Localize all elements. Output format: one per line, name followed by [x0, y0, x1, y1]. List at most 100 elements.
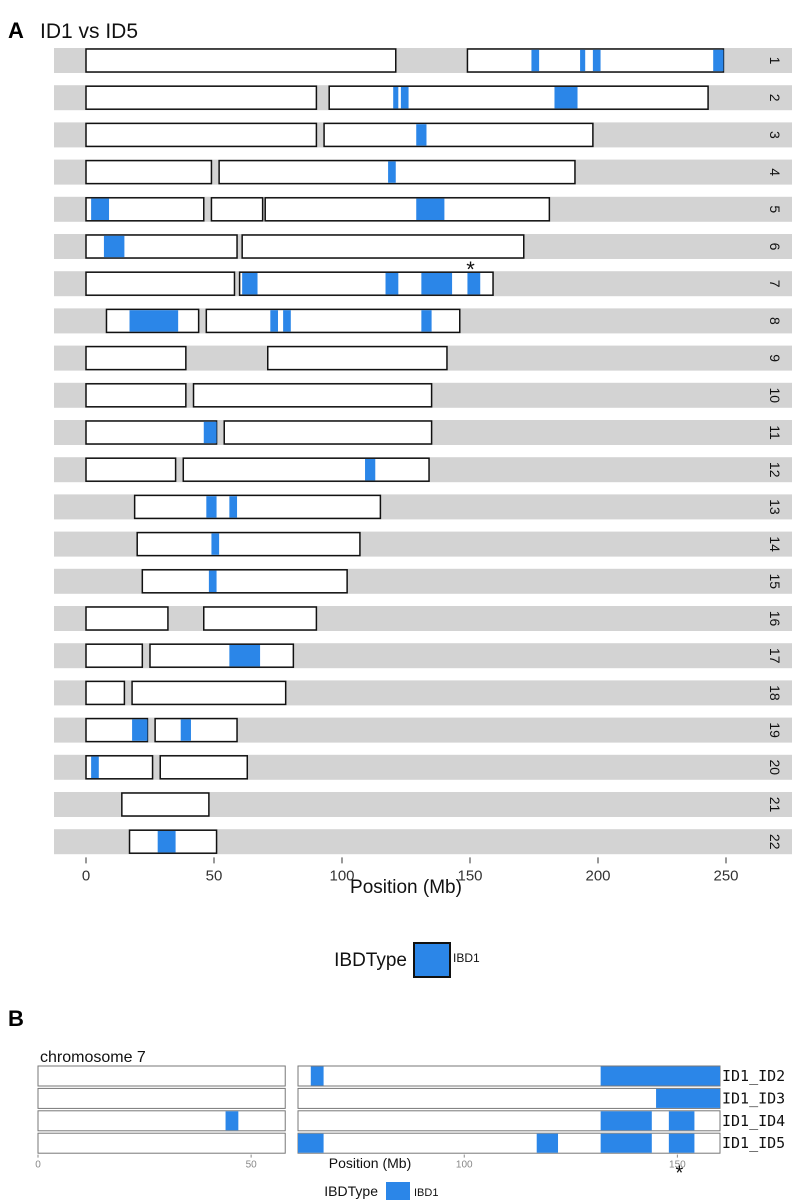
chrom-arm — [131, 680, 287, 706]
ibd1-segment — [91, 198, 110, 220]
chrom-arm — [323, 122, 594, 148]
chrom-arm — [85, 197, 205, 222]
pair-label: ID1_ID4 — [722, 1112, 785, 1130]
panel-b-title: chromosome 7 — [40, 1049, 146, 1066]
ibd1-segment — [421, 273, 453, 295]
chrom-arm — [223, 420, 433, 445]
ibd1-segment — [400, 87, 409, 109]
pair-label: ID1_ID2 — [722, 1067, 785, 1085]
panel-a-legend-swatch — [413, 942, 451, 978]
chrom-arm — [141, 569, 348, 594]
chrom-label: 3 — [767, 131, 783, 139]
pair-label: ID1_ID3 — [722, 1089, 785, 1107]
chrom-label: 20 — [767, 760, 783, 776]
ibd1-segment — [132, 719, 148, 741]
ibd1-segment — [270, 310, 278, 332]
ibd1-segment — [580, 49, 586, 72]
panel-a-legend-title: IBDType — [334, 950, 407, 971]
chrom-label: 12 — [767, 462, 783, 478]
ibd1-segment — [668, 1133, 695, 1153]
chrom7-arm — [37, 1110, 286, 1132]
chrom-label: 9 — [767, 354, 783, 362]
ibd1-segment — [393, 87, 399, 109]
ibd1-segment — [388, 161, 396, 183]
chrom-label: 16 — [767, 611, 783, 627]
panel-a-xlabel: Position (Mb) — [350, 877, 462, 898]
chrom-arm — [218, 159, 576, 185]
ibd1-segment — [208, 570, 217, 592]
x-tick-label: 100 — [456, 1160, 473, 1171]
chrom-label-strip — [758, 680, 792, 706]
ibd1-segment — [206, 496, 217, 518]
chrom-label-strip — [758, 271, 792, 297]
chrom-arm — [85, 122, 318, 148]
chrom-arm — [133, 494, 382, 520]
panel-a-legend: IBDType IBD1 — [334, 942, 480, 978]
chrom-arm — [85, 420, 218, 445]
chrom-label: 1 — [767, 57, 783, 65]
ibd1-segment — [416, 198, 445, 220]
ibd1-segment — [536, 1133, 559, 1153]
ibd1-segment — [656, 1088, 720, 1108]
x-tick-label: 0 — [82, 867, 90, 884]
ibd1-segment — [531, 49, 540, 72]
chrom-label: 7 — [767, 280, 783, 288]
panel-a-letter: A — [8, 18, 24, 43]
ibd1-segment — [600, 1111, 652, 1131]
ibd1-segment — [421, 310, 432, 332]
ibd1-segment — [592, 49, 601, 72]
x-tick-label: 0 — [35, 1160, 41, 1171]
chrom-arm — [85, 606, 169, 631]
chrom-label: 18 — [767, 685, 783, 701]
chrom7-arm — [297, 1110, 721, 1132]
panel-a-title: ID1 vs ID5 — [40, 20, 138, 43]
panel-b-chart: ID1_ID2 ID1_ID3 ID1_ID4 ID1_ID5 0 50 100 150* — [35, 1065, 785, 1185]
chrom-arm — [149, 643, 295, 668]
chrom-label: 5 — [767, 205, 783, 213]
chrom-arm — [264, 197, 551, 222]
chrom-arm — [85, 345, 187, 371]
chrom-label: 21 — [767, 797, 783, 813]
chrom-label-strip — [758, 48, 792, 73]
panel-a-legend-label: IBD1 — [453, 951, 480, 965]
chrom-label: 19 — [767, 722, 783, 738]
chrom-arm — [205, 308, 461, 334]
chrom-arm — [238, 271, 494, 296]
chrom-row-16 — [54, 606, 758, 631]
ibd1-segment — [310, 1066, 324, 1086]
chrom-label-strip — [758, 159, 792, 185]
chrom-label-strip — [758, 457, 792, 483]
chrom-label-strip — [758, 643, 792, 669]
chrom-label: 13 — [767, 499, 783, 515]
chrom-arm — [203, 606, 318, 631]
chrom-arm — [85, 159, 213, 185]
chrom-arm — [154, 717, 238, 743]
x-tick-label: 200 — [585, 867, 610, 884]
ibd1-segment — [225, 1111, 239, 1131]
ibd1-segment — [180, 719, 191, 741]
chrom-arm — [192, 383, 433, 408]
ibd1-segment — [103, 235, 125, 258]
ibd1-segment — [211, 533, 220, 555]
chrom-arm — [85, 271, 236, 296]
panel-b-legend-swatch — [386, 1182, 410, 1200]
chrom-label-strip — [758, 122, 792, 148]
ibd1-segment — [668, 1111, 695, 1131]
chrom-label-strip — [758, 717, 792, 743]
chrom-label-strip — [758, 345, 792, 371]
panel-b-legend-title: IBDType — [324, 1183, 378, 1199]
chrom-label-strip — [758, 829, 792, 855]
ibd1-segment — [203, 421, 217, 444]
chrom7-arm — [37, 1065, 286, 1087]
panel-b-legend-label: IBD1 — [414, 1187, 438, 1199]
ibd1-segment — [385, 273, 399, 295]
chrom-label-strip — [758, 494, 792, 520]
chrom-label-strip — [758, 754, 792, 780]
chrom-label-strip — [758, 308, 792, 334]
x-tick-label: 150 — [457, 867, 482, 884]
ibd1-segment — [554, 87, 578, 109]
chrom-label-strip — [758, 196, 792, 222]
chrom-arm — [121, 792, 210, 817]
chrom-label: 6 — [767, 243, 783, 251]
